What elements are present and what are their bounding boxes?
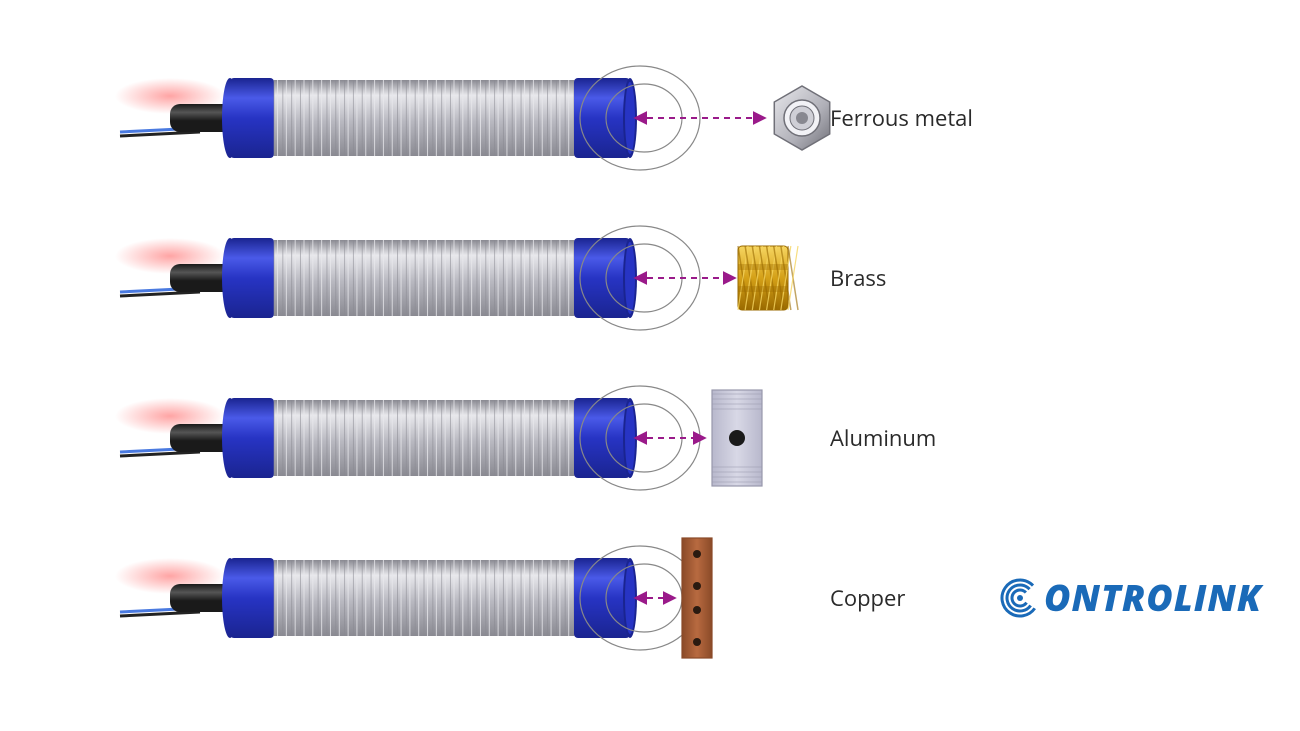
material-label-nut: Ferrous metal (830, 103, 973, 133)
material-label-copper: Copper (830, 583, 905, 613)
logo: ONTROLINK (995, 573, 1264, 623)
diagram-canvas: Ferrous metal Brass Aluminum Copper ONTROLIN… (0, 0, 1300, 731)
material-label-brass: Brass (830, 263, 886, 293)
logo-text: ONTROLINK (1044, 573, 1264, 622)
sensor-row-brass: Brass (115, 226, 886, 330)
material-label-aluminum: Aluminum (830, 423, 936, 453)
sensor-row-copper: Copper (115, 538, 905, 658)
sensor-row-aluminum: Aluminum (115, 386, 936, 490)
sensor-row-nut: Ferrous metal (115, 66, 973, 170)
